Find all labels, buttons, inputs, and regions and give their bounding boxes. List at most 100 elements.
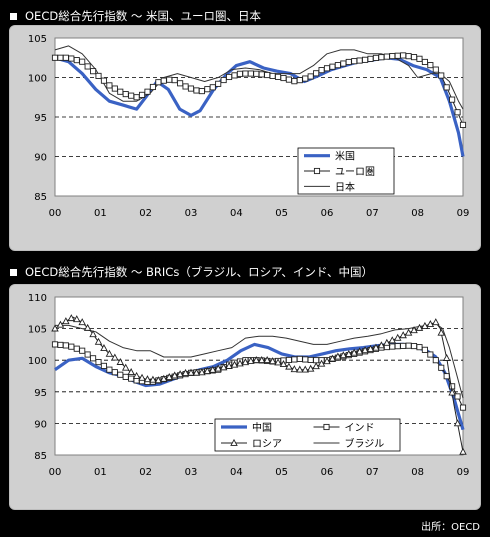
chart2-title-text: OECD総合先行指数 ～ BRICs（ブラジル、ロシア、インド、中国） <box>25 265 373 279</box>
x-tick-label: 06 <box>321 208 334 219</box>
legend-marker <box>313 167 321 175</box>
series-point-インド <box>459 404 467 411</box>
series-point-ユーロ圏 <box>258 71 265 78</box>
series-point-ロシア <box>83 323 92 331</box>
chart2-panel: 85 90 95 100 105 110 00 01 02 03 04 05 06 07 08 09 中国 インド… <box>9 284 481 510</box>
series-point-インド <box>400 342 407 349</box>
series-point-ロシア <box>73 315 81 323</box>
series-point-インド <box>117 371 124 378</box>
series-point-ロシア <box>432 318 440 326</box>
y-tick-label: 105 <box>28 34 47 45</box>
series-point-ユーロ圏 <box>323 65 331 72</box>
series-point-ロシア <box>410 326 418 334</box>
series-point-ロシア <box>312 362 320 370</box>
y-tick-label: 105 <box>28 325 47 336</box>
series-point-ユーロ圏 <box>410 54 418 61</box>
series-point-ロシア <box>355 347 364 355</box>
series-point-ユーロ圏 <box>449 96 456 103</box>
series-point-ロシア <box>339 351 348 359</box>
series-point-ユーロ圏 <box>242 70 249 77</box>
x-tick-label: 09 <box>457 208 470 219</box>
series-point-ロシア <box>116 357 125 365</box>
series-point-ロシア <box>383 338 391 346</box>
series-point-ユーロ圏 <box>356 57 363 64</box>
series-point-インド <box>122 373 129 380</box>
x-tick-label: 01 <box>94 467 107 478</box>
series-point-ユーロ圏 <box>274 73 282 80</box>
x-tick-label: 01 <box>94 208 107 219</box>
series-point-ロシア <box>372 343 380 351</box>
series-point-ロシア <box>94 337 103 345</box>
series-point-インド <box>68 343 75 350</box>
legend-box <box>214 418 401 452</box>
series-point-ロシア <box>89 330 97 338</box>
series-point-ユーロ圏 <box>138 91 146 98</box>
series-point-ユーロ圏 <box>106 82 113 89</box>
series-point-ロシア <box>453 419 462 427</box>
series-point-ユーロ圏 <box>193 87 200 94</box>
series-point-ロシア <box>230 360 239 368</box>
series-point-ロシア <box>388 336 397 344</box>
series-point-インド <box>454 393 461 400</box>
series-point-ロシア <box>176 370 184 378</box>
x-tick-label: 02 <box>139 208 152 219</box>
series-point-ユーロ圏 <box>405 53 412 60</box>
series-point-ロシア <box>198 368 206 376</box>
series-point-インド <box>291 356 298 363</box>
x-tick-label: 08 <box>411 208 424 219</box>
series-point-インド <box>405 342 412 349</box>
series-point-インド <box>410 342 418 350</box>
x-tick-label: 08 <box>411 467 424 478</box>
series-point-ユーロ圏 <box>362 56 369 63</box>
series-line-ブラジル <box>55 323 464 399</box>
y-tick-label: 85 <box>34 192 47 203</box>
y-tick-label: 95 <box>34 113 47 124</box>
x-tick-label: 07 <box>366 208 379 219</box>
series-point-ロシア <box>247 356 255 364</box>
x-tick-label: 02 <box>139 467 152 478</box>
series-point-ユーロ圏 <box>285 76 292 83</box>
series-point-ユーロ圏 <box>57 54 64 61</box>
x-tick-label: 04 <box>230 467 243 478</box>
series-point-ロシア <box>252 356 261 364</box>
series-point-インド <box>100 362 108 369</box>
bullet-square-icon <box>10 12 17 20</box>
series-point-ロシア <box>187 368 195 376</box>
series-point-ユーロ圏 <box>171 77 178 84</box>
series-point-ユーロ圏 <box>90 68 97 75</box>
series-point-ユーロ圏 <box>372 54 380 61</box>
series-point-インド <box>449 383 456 390</box>
series-point-ユーロ圏 <box>84 63 91 70</box>
series-point-ロシア <box>415 323 424 331</box>
chart1-title-text: OECD総合先行指数 ～ 米国、ユーロ圏、日本 <box>25 9 262 23</box>
series-point-ユーロ圏 <box>313 70 320 77</box>
x-tick-label: 03 <box>185 208 198 219</box>
series-point-ユーロ圏 <box>215 80 222 87</box>
series-point-ロシア <box>100 344 108 352</box>
series-point-ユーロ圏 <box>438 72 445 79</box>
series-point-インド <box>416 344 423 351</box>
series-point-ロシア <box>160 374 168 382</box>
series-point-インド <box>62 342 69 349</box>
series-point-ユーロ圏 <box>198 88 205 95</box>
series-point-ロシア <box>290 365 299 373</box>
series-point-ユーロ圏 <box>378 54 385 61</box>
x-tick-label: 00 <box>49 208 62 219</box>
legend-marker <box>323 423 330 431</box>
series-point-ロシア <box>263 356 271 364</box>
series-point-ロシア <box>377 341 386 349</box>
series-point-ロシア <box>268 357 277 365</box>
x-tick-label: 05 <box>275 208 288 219</box>
chart1-panel: 85 90 95 100 105 00 01 02 03 04 05 06 07 08 09 米国 ユーロ圏 日本 <box>9 25 481 251</box>
series-point-ユーロ圏 <box>427 62 434 69</box>
series-point-ユーロ圏 <box>389 53 396 60</box>
legend-label-中国: 中国 <box>252 421 272 434</box>
series-point-ロシア <box>442 353 451 361</box>
series-point-インド <box>427 351 434 358</box>
series-point-ユーロ圏 <box>95 72 102 79</box>
series-point-ロシア <box>181 368 190 376</box>
series-point-ユーロ圏 <box>236 70 244 77</box>
series-point-ロシア <box>274 358 282 366</box>
series-point-ロシア <box>219 363 228 371</box>
legend-label-日本: 日本 <box>335 180 355 193</box>
